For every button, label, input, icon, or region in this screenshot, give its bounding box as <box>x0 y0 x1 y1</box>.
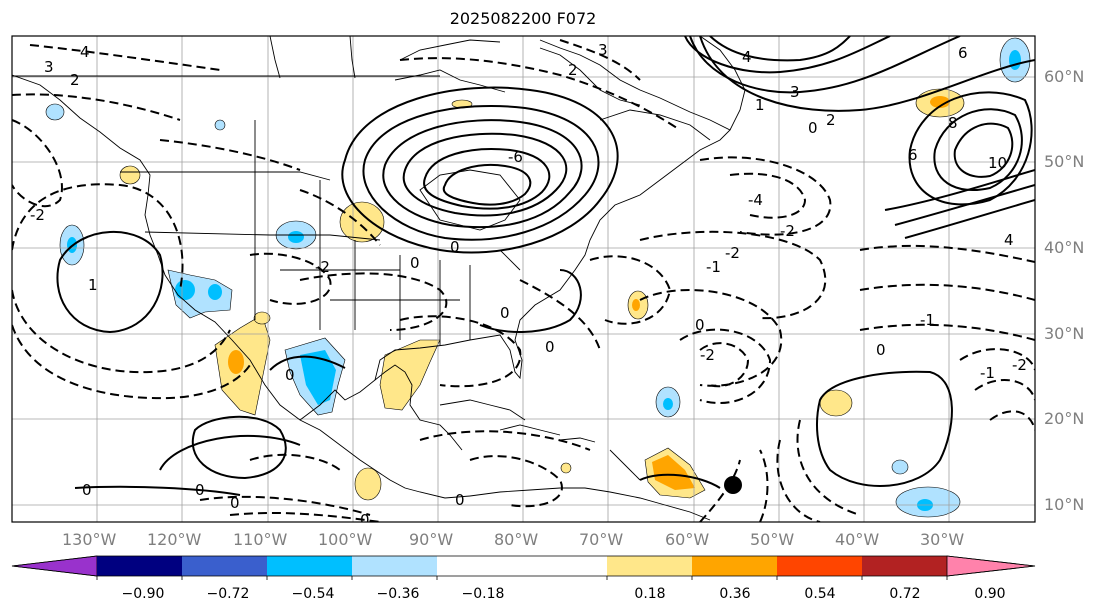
contour-label: 1 <box>88 276 98 294</box>
contour-label: 0 <box>695 316 705 334</box>
lon-label: 120°W <box>147 530 202 549</box>
contour-label: 2 <box>826 111 836 129</box>
contour-labels: 3 2 4 1 0 0 0 0 0 0 0 0 0 -2 -2 -2 -2 -4… <box>30 41 1027 529</box>
storm-center-marker <box>724 476 742 494</box>
contour-label: 4 <box>742 48 752 66</box>
colorbar-tick-label: −0.36 <box>376 586 420 602</box>
map-title: 2025082200 F072 <box>449 9 597 28</box>
contour-label: 0 <box>285 366 295 384</box>
contour-label: -1 <box>706 258 721 276</box>
contour-label: 0 <box>876 341 886 359</box>
lon-label: 30°W <box>920 530 965 549</box>
colorbar-tick-label: 0.18 <box>634 586 666 602</box>
contour-label: 6 <box>958 44 968 62</box>
contour-label: 0 <box>455 491 465 509</box>
colorbar-tick-label: 0.36 <box>719 586 751 602</box>
lon-label: 60°W <box>665 530 710 549</box>
lon-label: 130°W <box>62 530 117 549</box>
contour-label: 6 <box>908 146 918 164</box>
contour-label: 0 <box>230 494 240 512</box>
lat-label: 10°N <box>1044 495 1085 514</box>
contour-label: 2 <box>568 61 578 79</box>
coastlines <box>12 36 746 521</box>
contour-label: 3 <box>598 41 608 59</box>
contour-label: 10 <box>988 154 1007 172</box>
contour-label: 0 <box>410 254 420 272</box>
contour-label: -6 <box>508 148 523 166</box>
lon-label: 50°W <box>750 530 795 549</box>
colorbar-tick-label: −0.54 <box>291 586 335 602</box>
colorbar-tick-label: −0.72 <box>206 586 250 602</box>
negative-contours <box>12 39 1035 522</box>
lon-label: 90°W <box>409 530 454 549</box>
lat-label: 60°N <box>1044 67 1085 86</box>
colorbar-tick-label: 0.72 <box>889 586 921 602</box>
lat-label: 40°N <box>1044 238 1085 257</box>
colorbar-tick-label: −0.90 <box>121 586 165 602</box>
colorbar-tick-label: 0.90 <box>974 586 1006 602</box>
contour-label: -4 <box>748 191 763 209</box>
contour-label: 4 <box>1004 231 1014 249</box>
colorbar <box>11 555 1036 580</box>
colorbar-tick-label: −0.18 <box>461 586 505 602</box>
colorbar-tick-label: 0.54 <box>804 586 836 602</box>
lon-label: 100°W <box>318 530 373 549</box>
contour-label: -1 <box>920 311 935 329</box>
positive-contours <box>56 36 1035 496</box>
lon-label: 70°W <box>579 530 624 549</box>
contour-label: 0 <box>450 238 460 256</box>
contour-label: 3 <box>790 83 800 101</box>
contour-label: 0 <box>500 304 510 322</box>
lon-label: 80°W <box>494 530 539 549</box>
contour-label: -2 <box>700 346 715 364</box>
lon-label: 110°W <box>233 530 288 549</box>
lon-label: 40°W <box>835 530 880 549</box>
contour-label: 2 <box>70 71 80 89</box>
contour-label: 0 <box>82 481 92 499</box>
contour-label: -2 <box>725 244 740 262</box>
contour-label: 4 <box>80 43 90 61</box>
contour-label: 8 <box>948 114 958 132</box>
lat-label: 30°N <box>1044 324 1085 343</box>
map-background <box>12 36 1035 522</box>
contour-label: 0 <box>808 119 818 137</box>
contour-label: 0 <box>195 481 205 499</box>
contour-label: -2 <box>780 222 795 240</box>
contour-label: -2 <box>315 258 330 276</box>
contour-label: 0 <box>545 338 555 356</box>
contour-label: 3 <box>44 58 54 76</box>
lat-label: 50°N <box>1044 152 1085 171</box>
contour-label: -2 <box>1012 356 1027 374</box>
map-frame <box>11 35 1036 523</box>
contour-label: 1 <box>755 96 765 114</box>
graticule <box>12 36 1035 522</box>
contour-label: 0 <box>360 511 370 529</box>
contour-label: -2 <box>30 206 45 224</box>
contour-label: -1 <box>980 364 995 382</box>
lat-label: 20°N <box>1044 409 1085 428</box>
